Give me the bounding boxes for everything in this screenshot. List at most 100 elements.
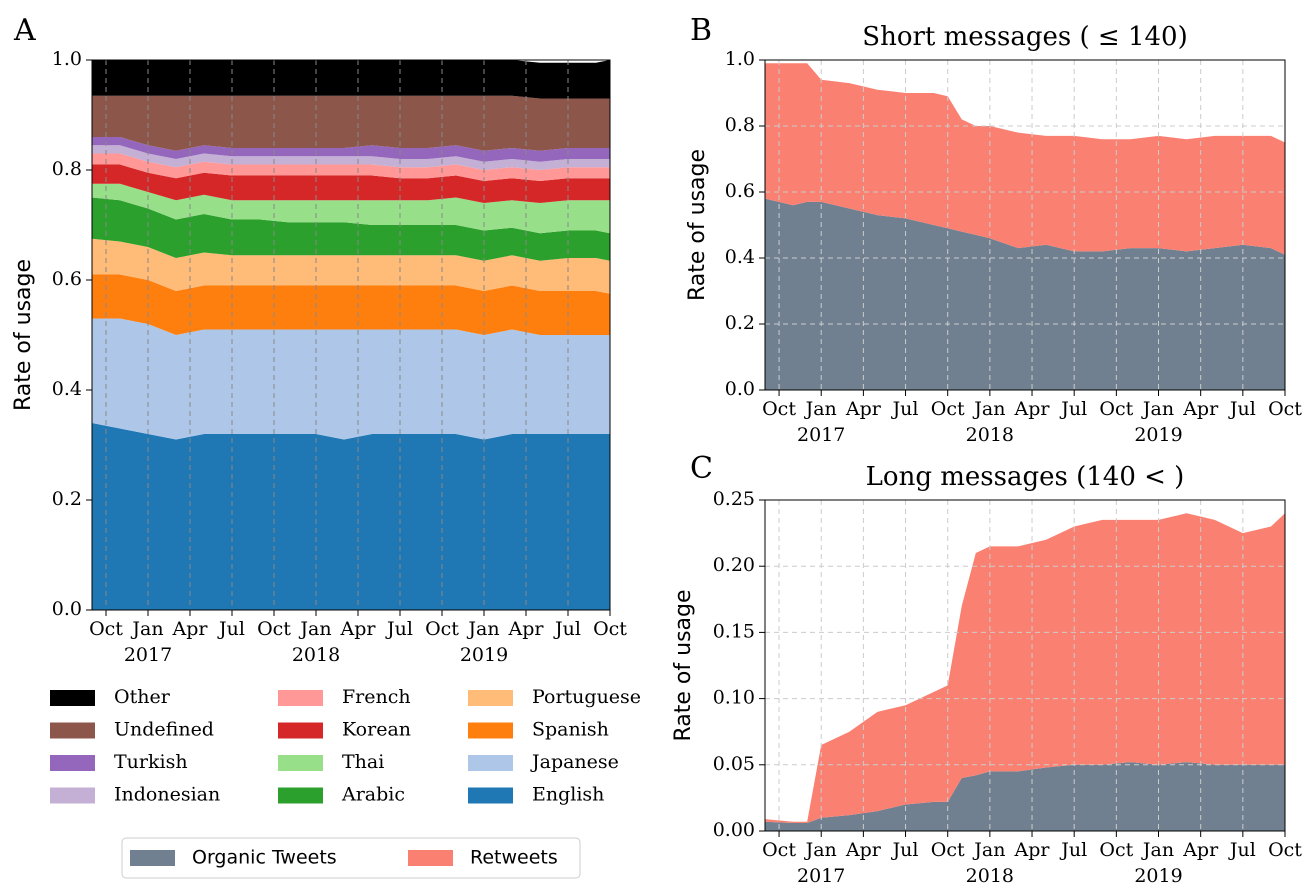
legend-swatch: [50, 722, 95, 739]
legend-label: Portuguese: [532, 686, 641, 708]
x-tick-label: Jul: [553, 618, 581, 640]
x-tick-label: Oct: [931, 398, 965, 420]
legend-label: Organic Tweets: [192, 847, 337, 869]
y-tick-label: 1.0: [52, 48, 82, 70]
area: [92, 238, 610, 294]
x-tick-label: Jul: [217, 618, 245, 640]
axes-frame: [764, 499, 1286, 832]
y-tick-label: 0.2: [52, 488, 82, 510]
y-axis-label: Rate of usage: [685, 149, 710, 301]
x-tick-label: Jan: [804, 398, 837, 420]
area: [92, 153, 610, 181]
chart-title: Long messages (140 < ): [866, 462, 1185, 492]
x-tick-label: Oct: [762, 398, 796, 420]
y-tick-label: 0.20: [713, 554, 755, 576]
legend-label: Thai: [342, 751, 384, 773]
panel-letter: A: [13, 13, 36, 48]
x-tick-label: Jan: [972, 398, 1005, 420]
x-tick-label: Apr: [1182, 839, 1219, 861]
y-tick-label: 0.8: [52, 158, 82, 180]
y-axis-label: Rate of usage: [11, 259, 36, 411]
y-tick-label: 0.6: [725, 180, 755, 202]
legend-label: Undefined: [114, 719, 214, 741]
area: [765, 198, 1285, 390]
x-tick-label: Jul: [1228, 839, 1256, 861]
legend-frame: [121, 837, 581, 879]
legend-label: French: [342, 686, 411, 708]
x-tick-label: Apr: [1014, 398, 1051, 420]
legend-label: Arabic: [341, 784, 405, 806]
legend-label: Indonesian: [114, 784, 220, 806]
x-tick-year: 2017: [797, 865, 845, 887]
x-tick-year: 2017: [124, 644, 172, 666]
x-tick-label: Oct: [762, 839, 796, 861]
x-tick-label: Oct: [1099, 398, 1133, 420]
legend-swatch: [408, 850, 453, 866]
legend-swatch: [50, 787, 95, 804]
y-tick-label: 0.15: [713, 620, 755, 642]
legend-swatch: [278, 787, 323, 804]
x-tick-label: Jul: [385, 618, 413, 640]
y-tick-label: 0.05: [713, 753, 755, 775]
y-tick-label: 0.0: [52, 598, 82, 620]
x-tick-label: Jan: [804, 839, 837, 861]
legend-label: Japanese: [530, 751, 619, 773]
x-tick-label: Apr: [845, 839, 882, 861]
x-tick-label: Apr: [845, 398, 882, 420]
x-tick-label: Jul: [891, 398, 919, 420]
x-tick-label: Jul: [1228, 398, 1256, 420]
x-tick-label: Jan: [1141, 839, 1174, 861]
x-tick-label: Oct: [931, 839, 965, 861]
y-tick-label: 0.4: [725, 246, 755, 268]
legend-label: Retweets: [470, 847, 558, 869]
legend-swatch: [50, 755, 95, 771]
x-tick-label: Jul: [891, 839, 919, 861]
x-tick-label: Oct: [425, 618, 459, 640]
area: [92, 183, 610, 234]
x-tick-year: 2019: [1134, 424, 1182, 446]
legend-swatch: [278, 690, 323, 706]
area: [92, 145, 610, 170]
legend-label: English: [532, 784, 604, 806]
y-tick-label: 1.0: [725, 48, 755, 70]
legend-swatch: [130, 850, 175, 866]
axes-frame: [764, 59, 1286, 391]
panel-letter: C: [690, 451, 713, 486]
legend-label: Korean: [342, 719, 411, 741]
legend-swatch: [468, 787, 513, 804]
legend-swatch: [468, 722, 513, 739]
area: [92, 164, 610, 203]
y-tick-label: 0.00: [713, 819, 755, 841]
x-tick-year: 2018: [292, 644, 340, 666]
x-tick-label: Jan: [972, 839, 1005, 861]
area: [92, 197, 610, 261]
y-tick-label: 0.8: [725, 114, 755, 136]
x-tick-year: 2017: [797, 424, 845, 446]
legend-label: Other: [114, 686, 171, 708]
area: [92, 137, 610, 162]
x-tick-label: Oct: [257, 618, 291, 640]
legend-swatch: [50, 690, 95, 706]
x-tick-year: 2018: [966, 424, 1014, 446]
area: [92, 95, 610, 151]
y-tick-label: 0.6: [52, 268, 82, 290]
area: [92, 318, 610, 440]
x-tick-label: Jul: [1059, 398, 1087, 420]
legend-label: Turkish: [114, 751, 188, 773]
x-tick-label: Oct: [1268, 398, 1302, 420]
area: [765, 63, 1285, 255]
x-tick-label: Jan: [466, 618, 499, 640]
axes-frame: [91, 59, 611, 611]
x-tick-year: 2019: [1134, 865, 1182, 887]
legend-swatch: [278, 755, 323, 771]
area: [92, 423, 610, 610]
area: [92, 60, 610, 99]
x-tick-label: Oct: [89, 618, 123, 640]
x-tick-label: Jan: [1141, 398, 1174, 420]
legend-swatch: [278, 722, 323, 739]
x-tick-year: 2019: [460, 644, 508, 666]
x-tick-label: Apr: [1014, 839, 1051, 861]
y-tick-label: 0.4: [52, 378, 82, 400]
x-tick-label: Apr: [1182, 398, 1219, 420]
